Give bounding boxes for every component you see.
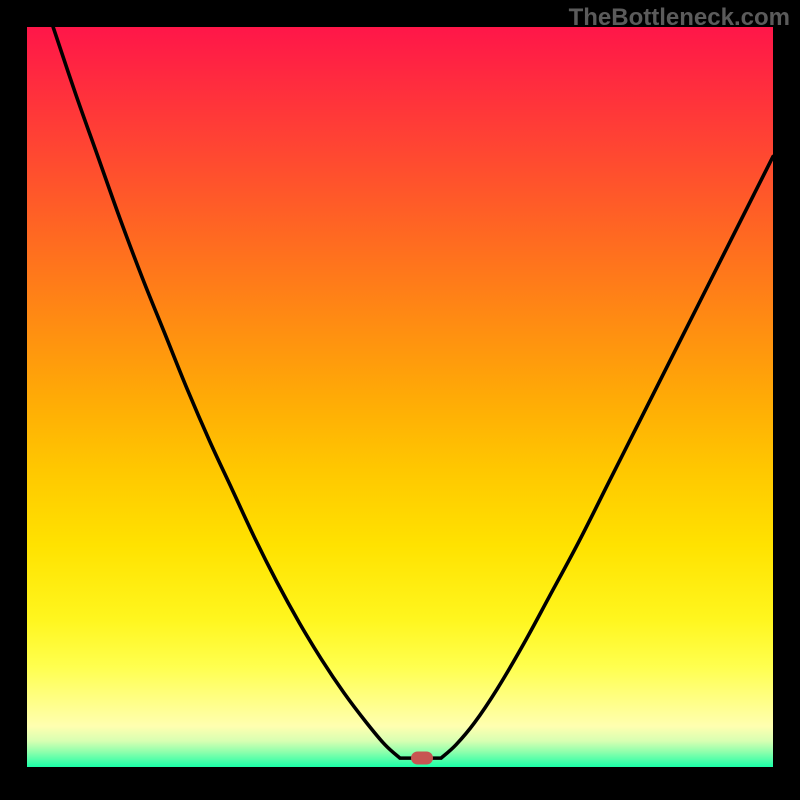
minimum-marker: [411, 752, 433, 765]
watermark-text: TheBottleneck.com: [569, 4, 790, 32]
plot-area: [27, 27, 773, 767]
v-curve: [27, 27, 773, 767]
chart-container: TheBottleneck.com: [0, 0, 800, 800]
